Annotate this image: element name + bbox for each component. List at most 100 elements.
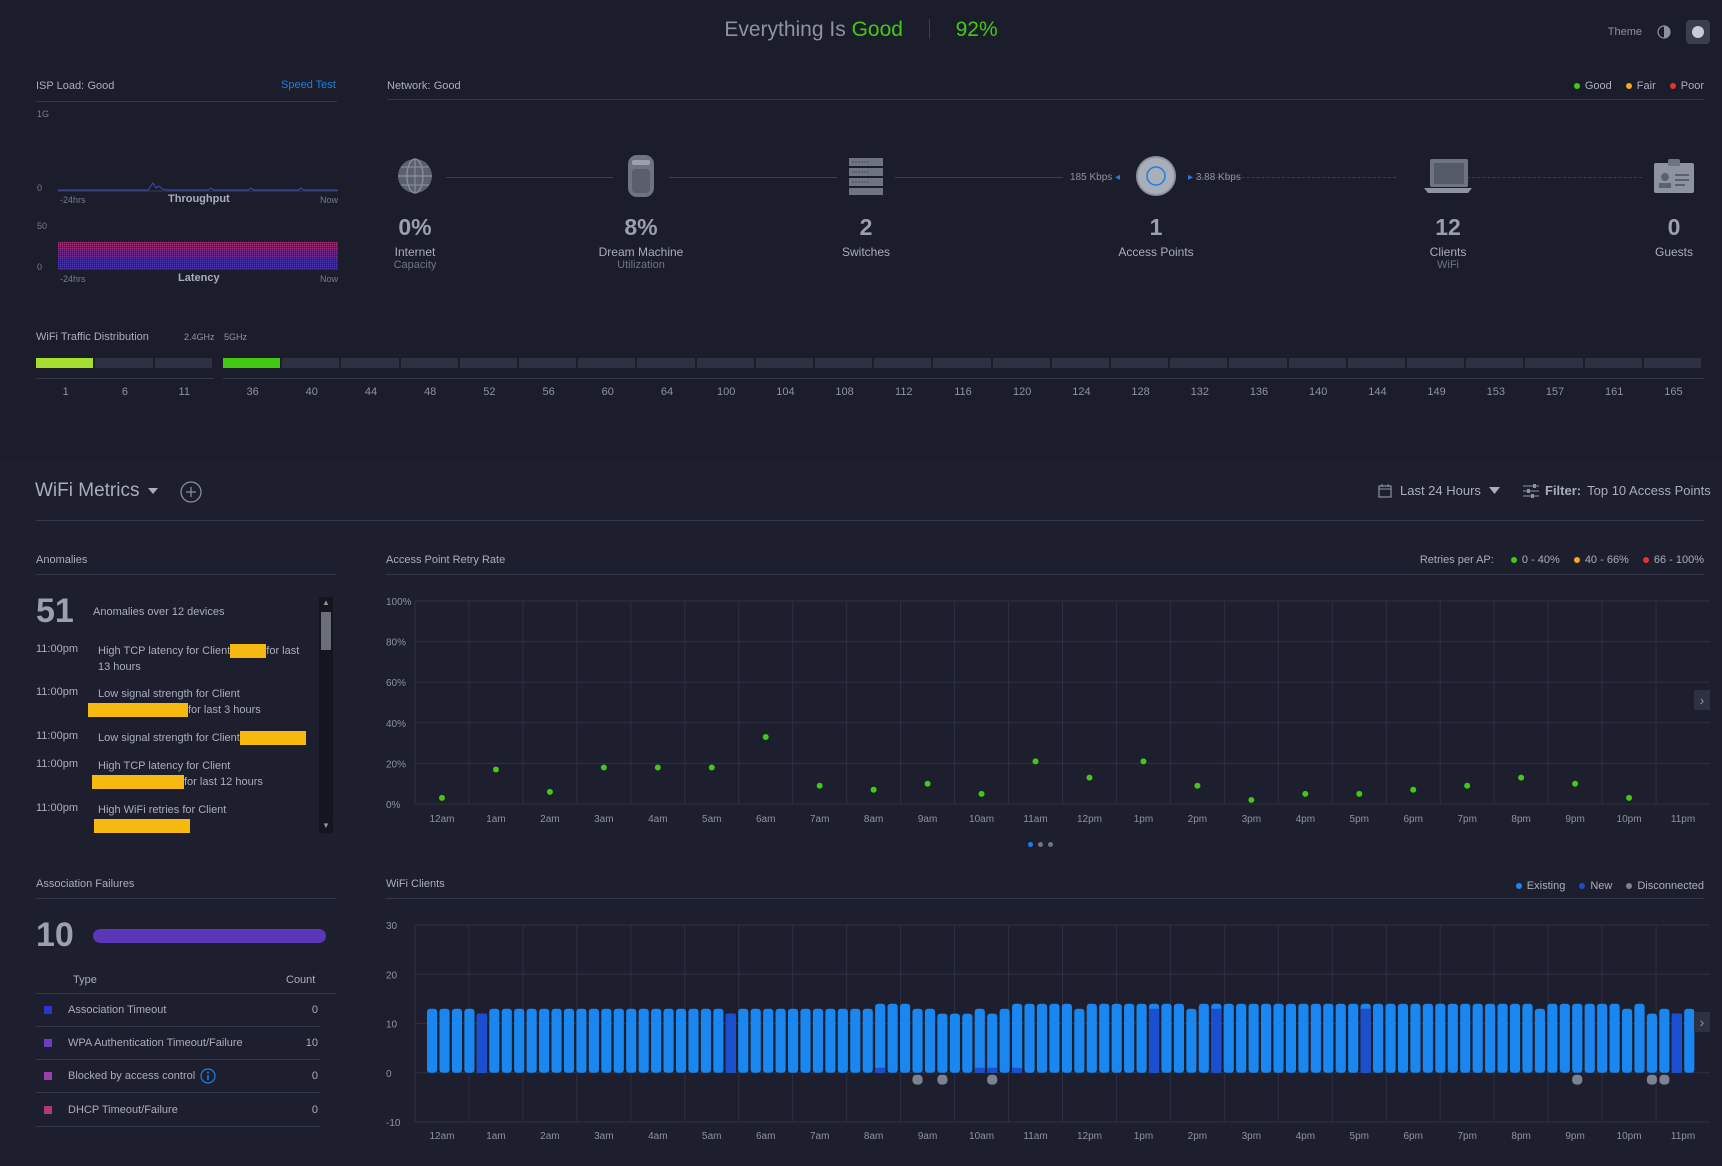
channel-bar-60[interactable] — [578, 358, 636, 368]
existing-bar — [613, 1008, 624, 1073]
anomalies-scrollbar[interactable]: ▲ ▼ — [319, 597, 333, 833]
download-rate-indicator: ▸ 3.88 Kbps — [1188, 172, 1241, 183]
channel-bar-161[interactable] — [1584, 358, 1642, 368]
legend-item[interactable]: Poor — [1669, 80, 1704, 92]
channel-bar-108[interactable] — [815, 358, 873, 368]
chart-next-button[interactable]: › — [1694, 690, 1710, 710]
retry-rate-chart[interactable]: 0%20%40%60%80%100%12am 1am 2am 3am 4am 5am 6am… — [380, 592, 1710, 827]
latency-cell — [302, 256, 304, 258]
channel-bar-132[interactable] — [1170, 358, 1228, 368]
scroll-up-icon[interactable]: ▲ — [322, 598, 330, 607]
anomaly-item[interactable]: 11:00pm High TCP latency for Client for l… — [36, 758, 316, 794]
channel-bar-112[interactable] — [874, 358, 932, 368]
anomaly-item[interactable]: 11:00pm High TCP latency for Client for l… — [36, 643, 316, 679]
theme-light-button[interactable] — [1652, 20, 1676, 44]
filter-button[interactable]: Filter: Top 10 Access Points — [1523, 483, 1711, 498]
channel-bar-44[interactable] — [341, 358, 399, 368]
legend-item[interactable]: 0 - 40% — [1510, 554, 1560, 566]
legend-item[interactable]: 40 - 66% — [1573, 554, 1629, 566]
channel-bar-40[interactable] — [282, 358, 340, 368]
pager-dot[interactable] — [1038, 842, 1043, 847]
latency-cell — [260, 244, 262, 246]
wifi-metrics-title: WiFi Metrics — [35, 480, 140, 501]
channel-bar-11[interactable] — [154, 358, 212, 368]
latency-cell — [312, 266, 314, 268]
failure-row[interactable]: DHCP Timeout/Failure 0 — [36, 1094, 320, 1127]
device-access-points[interactable]: 1 Access Points — [1096, 152, 1216, 259]
latency-cell — [148, 260, 150, 262]
existing-bar — [1684, 1008, 1695, 1073]
failure-row[interactable]: Blocked by access control 0 — [36, 1060, 320, 1093]
channel-bar-136[interactable] — [1229, 358, 1287, 368]
channel-bar-6[interactable] — [95, 358, 153, 368]
latency-cell — [264, 256, 266, 258]
latency-cell — [260, 256, 262, 258]
pager-dot-active[interactable] — [1028, 842, 1033, 847]
legend-item[interactable]: Fair — [1625, 80, 1656, 92]
theme-dark-button[interactable] — [1686, 20, 1710, 44]
channel-bar-149[interactable] — [1407, 358, 1465, 368]
latency-cell — [304, 246, 306, 248]
time-range-dropdown[interactable]: Last 24 Hours — [1378, 483, 1500, 498]
device-guests[interactable]: 0 Guests — [1614, 152, 1722, 259]
latency-cell — [102, 262, 104, 264]
anomaly-item[interactable]: 11:00pm Low signal strength for Client fo… — [36, 686, 316, 722]
latency-cell — [312, 248, 314, 250]
channel-bar-116[interactable] — [933, 358, 991, 368]
channel-bar-124[interactable] — [1051, 358, 1109, 368]
latency-cell — [310, 264, 312, 266]
channel-bar-36[interactable] — [223, 358, 281, 368]
latency-cell — [64, 246, 66, 248]
channel-bar-157[interactable] — [1525, 358, 1583, 368]
legend-item[interactable]: New — [1579, 880, 1612, 892]
channel-bar-104[interactable] — [755, 358, 813, 368]
add-metric-button[interactable] — [180, 481, 202, 506]
channel-bar-165[interactable] — [1643, 358, 1701, 368]
latency-cell — [140, 264, 142, 266]
channel-bar-52[interactable] — [459, 358, 517, 368]
scrollbar-thumb[interactable] — [321, 612, 331, 650]
legend-item[interactable]: 66 - 100% — [1642, 554, 1704, 566]
device-clients[interactable]: 12 Clients WiFi — [1388, 152, 1508, 271]
channel-bar-56[interactable] — [519, 358, 577, 368]
latency-cell — [132, 244, 134, 246]
latency-cell — [82, 268, 84, 270]
anomaly-item[interactable]: 11:00pm Low signal strength for Client — [36, 730, 316, 750]
channel-bar-1[interactable] — [36, 358, 94, 368]
y-tick-label: 40% — [386, 719, 406, 730]
legend-item[interactable]: Disconnected — [1626, 880, 1704, 892]
legend-item[interactable]: Good — [1573, 80, 1612, 92]
channel-bar-144[interactable] — [1347, 358, 1405, 368]
info-icon[interactable] — [200, 1068, 216, 1084]
latency-cell — [168, 260, 170, 262]
channel-bar-100[interactable] — [696, 358, 754, 368]
channel-bar-120[interactable] — [992, 358, 1050, 368]
latency-cell — [244, 248, 246, 250]
pager-dot[interactable] — [1048, 842, 1053, 847]
failure-row[interactable]: Association Timeout 0 — [36, 994, 320, 1027]
channel-bar-48[interactable] — [400, 358, 458, 368]
latency-cell — [228, 258, 230, 260]
latency-cell — [68, 266, 70, 268]
channel-bar-140[interactable] — [1288, 358, 1346, 368]
scroll-down-icon[interactable]: ▼ — [322, 821, 330, 830]
latency-cell — [152, 258, 154, 260]
legend-item[interactable]: Existing — [1515, 880, 1565, 892]
latency-cell — [186, 262, 188, 264]
device-switches[interactable]: 2 Switches — [806, 152, 926, 259]
latency-cell — [272, 242, 274, 244]
device-internet[interactable]: 0% Internet Capacity — [355, 152, 475, 271]
latency-cell — [196, 254, 198, 256]
failure-row[interactable]: WPA Authentication Timeout/Failure 10 — [36, 1027, 320, 1060]
channel-bar-64[interactable] — [637, 358, 695, 368]
speed-test-link[interactable]: Speed Test — [281, 79, 336, 91]
chart-next-button[interactable]: › — [1694, 1012, 1710, 1032]
wifi-metrics-dropdown[interactable]: WiFi Metrics — [35, 480, 159, 502]
x-tick-label: 10am — [969, 814, 994, 825]
channel-bar-128[interactable] — [1111, 358, 1169, 368]
channel-bar-153[interactable] — [1466, 358, 1524, 368]
device-dream-machine[interactable]: 8% Dream Machine Utilization — [581, 152, 701, 271]
anomaly-item[interactable]: 11:00pm High WiFi retries for Client — [36, 802, 316, 838]
assoc-failures-bar — [93, 929, 326, 943]
